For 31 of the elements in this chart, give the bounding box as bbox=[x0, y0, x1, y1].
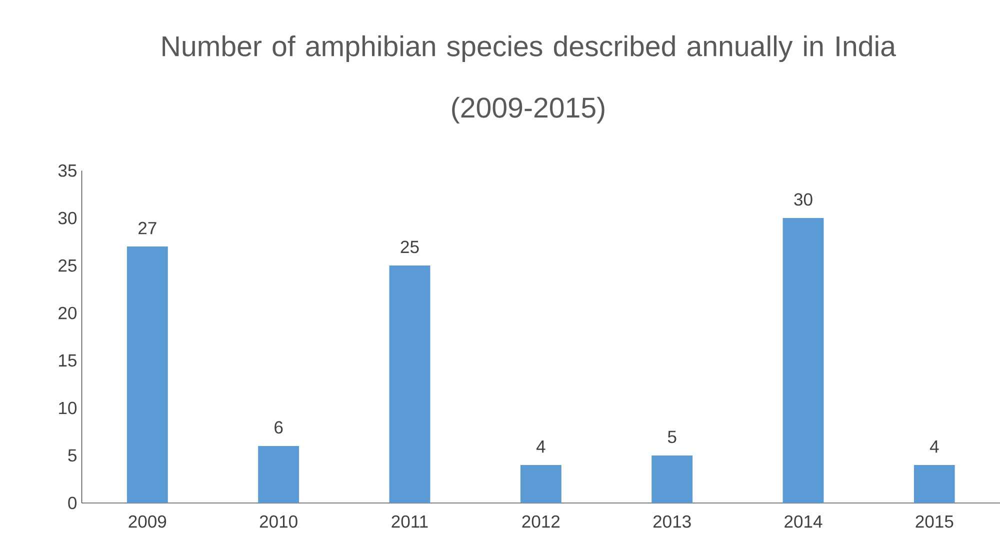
bar bbox=[652, 456, 693, 504]
x-tick-label: 2013 bbox=[653, 515, 691, 528]
y-tick-label: 15 bbox=[59, 354, 76, 367]
data-label: 4 bbox=[930, 440, 939, 453]
data-label: 4 bbox=[536, 440, 546, 453]
data-label: 5 bbox=[668, 430, 676, 444]
bar bbox=[914, 465, 955, 504]
data-label: 30 bbox=[794, 193, 812, 206]
y-tick-label: 30 bbox=[58, 212, 77, 224]
x-tick-label: 2015 bbox=[916, 515, 954, 528]
x-tick-label: 2014 bbox=[784, 515, 822, 528]
data-label: 6 bbox=[274, 421, 283, 434]
y-tick-label: 10 bbox=[59, 402, 77, 414]
y-tick-label: 0 bbox=[68, 496, 77, 510]
chart-title: Number of amphibian species described annually in India bbox=[162, 35, 896, 62]
y-tick-label: 5 bbox=[68, 449, 76, 462]
x-tick-label: 2011 bbox=[392, 515, 428, 528]
y-tick-label: 20 bbox=[58, 306, 77, 320]
data-label: 27 bbox=[138, 222, 156, 234]
bar bbox=[782, 218, 824, 504]
bar bbox=[389, 266, 430, 504]
x-tick-label: 2009 bbox=[128, 515, 166, 528]
bar bbox=[126, 246, 168, 504]
y-tick-label: 35 bbox=[58, 164, 76, 177]
x-tick-label: 2010 bbox=[260, 515, 298, 528]
y-tick-label: 25 bbox=[58, 259, 76, 272]
data-label: 25 bbox=[400, 240, 419, 254]
bar bbox=[258, 446, 300, 504]
bar bbox=[520, 465, 562, 504]
chart-subtitle: (2009-2015) bbox=[452, 96, 604, 124]
x-tick-label: 2012 bbox=[522, 515, 560, 528]
